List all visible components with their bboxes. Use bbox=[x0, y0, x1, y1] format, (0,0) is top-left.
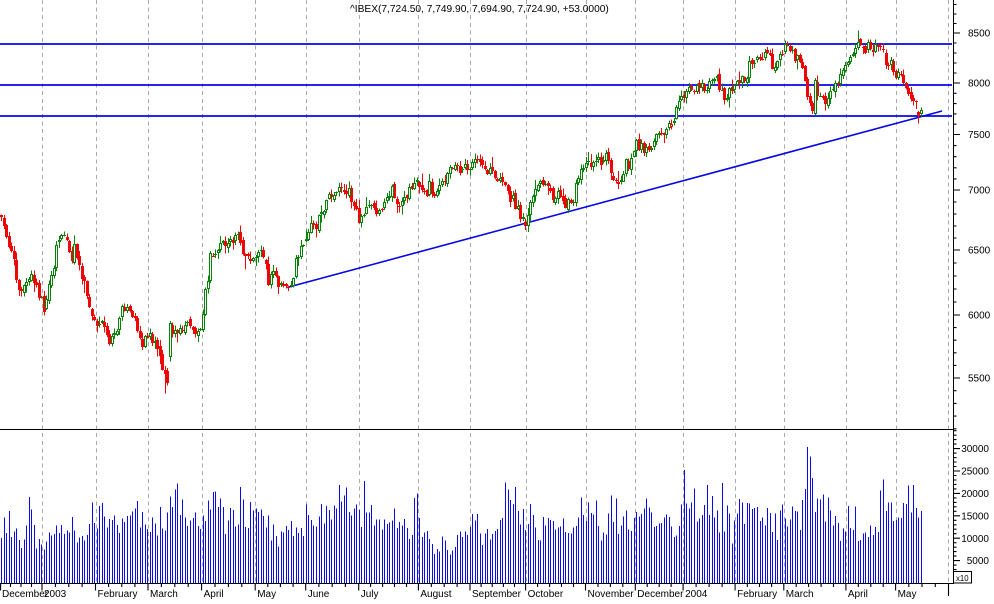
svg-text:April: April bbox=[204, 589, 224, 599]
svg-text:8500: 8500 bbox=[968, 29, 991, 40]
svg-text:^IBEX(7,724.50, 7,749.90, 7,69: ^IBEX(7,724.50, 7,749.90, 7,694.90, 7,72… bbox=[350, 4, 609, 15]
svg-text:March: March bbox=[150, 589, 178, 599]
svg-text:5000: 5000 bbox=[967, 556, 990, 567]
svg-text:July: July bbox=[361, 589, 379, 599]
svg-text:x10: x10 bbox=[956, 574, 969, 583]
svg-text:June: June bbox=[308, 589, 330, 599]
svg-text:February: February bbox=[737, 589, 777, 599]
svg-text:November: November bbox=[588, 589, 635, 599]
svg-text:May: May bbox=[898, 589, 917, 599]
svg-text:5500: 5500 bbox=[968, 374, 991, 385]
svg-text:December: December bbox=[2, 589, 49, 599]
svg-text:2004: 2004 bbox=[685, 589, 708, 599]
svg-text:30000: 30000 bbox=[961, 444, 989, 455]
svg-text:2003: 2003 bbox=[44, 589, 67, 599]
svg-text:25000: 25000 bbox=[961, 467, 989, 478]
svg-text:7500: 7500 bbox=[968, 130, 991, 141]
svg-text:6500: 6500 bbox=[968, 246, 991, 257]
svg-text:20000: 20000 bbox=[961, 489, 989, 500]
svg-text:8000: 8000 bbox=[968, 79, 991, 90]
svg-text:March: March bbox=[786, 589, 814, 599]
svg-text:May: May bbox=[257, 589, 276, 599]
svg-text:6000: 6000 bbox=[968, 311, 991, 322]
svg-text:February: February bbox=[98, 589, 138, 599]
svg-text:August: August bbox=[420, 589, 451, 599]
svg-text:December: December bbox=[637, 589, 684, 599]
svg-text:April: April bbox=[848, 589, 868, 599]
svg-text:7000: 7000 bbox=[968, 186, 991, 197]
svg-text:10000: 10000 bbox=[961, 534, 989, 545]
svg-text:September: September bbox=[472, 589, 522, 599]
svg-text:15000: 15000 bbox=[961, 511, 989, 522]
svg-text:October: October bbox=[528, 589, 564, 599]
